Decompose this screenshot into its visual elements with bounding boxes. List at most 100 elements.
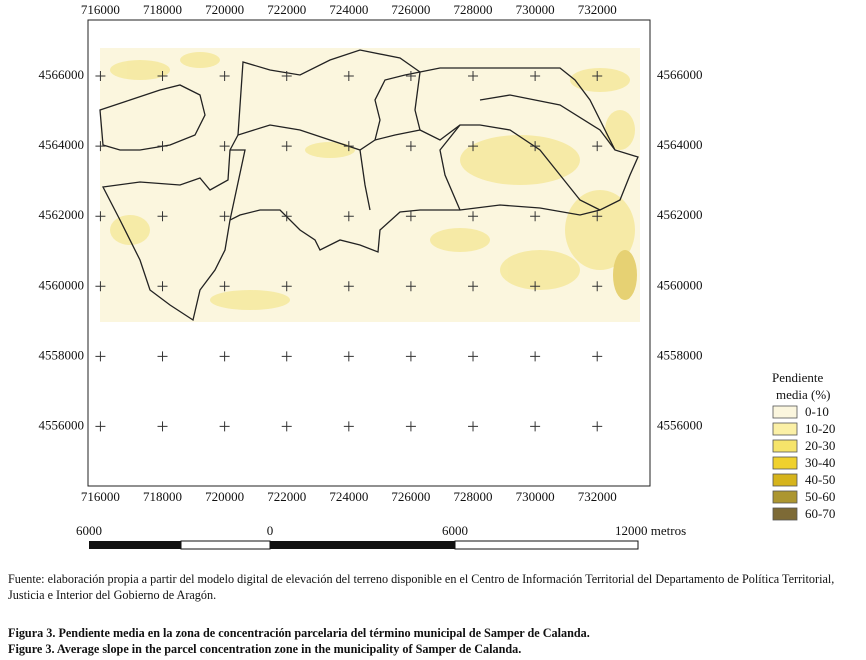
grid-cross <box>468 71 479 82</box>
y-tick-label-left: 4558000 <box>39 347 85 362</box>
grid-cross <box>468 211 479 222</box>
scale-label: 6000 <box>76 523 102 538</box>
grid-cross <box>219 351 230 362</box>
grid-cross <box>343 351 354 362</box>
x-tick-label-top: 724000 <box>329 2 368 17</box>
legend-label: 30-40 <box>805 455 835 470</box>
grid-cross <box>343 421 354 432</box>
y-tick-label-left: 4556000 <box>39 417 85 432</box>
x-tick-label-top: 720000 <box>205 2 244 17</box>
y-tick-label-left: 4564000 <box>39 137 85 152</box>
x-tick-label-bottom: 722000 <box>267 489 306 504</box>
grid-cross <box>281 141 292 152</box>
legend-swatch <box>772 456 798 470</box>
parcel-boundaries <box>99 49 639 322</box>
y-tick-label-right: 4560000 <box>657 277 703 292</box>
x-tick-label-bottom: 732000 <box>578 489 617 504</box>
grid-cross <box>281 351 292 362</box>
grid-cross <box>95 211 106 222</box>
scale-label: 0 <box>267 523 274 538</box>
grid-cross <box>405 351 416 362</box>
grid-cross <box>157 421 168 432</box>
grid-cross <box>157 141 168 152</box>
grid-cross <box>592 281 603 292</box>
grid-cross <box>219 71 230 82</box>
legend-swatch <box>772 439 798 453</box>
grid-cross <box>592 351 603 362</box>
y-tick-label-left: 4562000 <box>39 207 85 222</box>
grid-cross <box>530 421 541 432</box>
grid-cross <box>592 141 603 152</box>
grid-cross <box>405 211 416 222</box>
grid-cross <box>157 281 168 292</box>
legend-label: 10-20 <box>805 421 835 436</box>
x-tick-label-bottom: 716000 <box>81 489 120 504</box>
legend-label: 20-30 <box>805 438 835 453</box>
x-tick-label-top: 726000 <box>391 2 430 17</box>
source-note: Fuente: elaboración propia a partir del … <box>8 572 835 602</box>
grid-cross <box>343 211 354 222</box>
legend-title: Pendiente <box>772 370 823 385</box>
y-tick-label-right: 4566000 <box>657 67 703 82</box>
map-figure: 716000 716000 718000 718000 720000 720000 7220… <box>39 2 835 550</box>
grid-cross <box>592 71 603 82</box>
caption-en: Figure 3. Average slope in the parcel co… <box>8 642 522 656</box>
legend-swatch <box>772 422 798 436</box>
legend-swatch <box>772 405 798 419</box>
x-tick-label-bottom: 730000 <box>516 489 555 504</box>
y-tick-label-right: 4558000 <box>657 347 703 362</box>
grid-cross <box>281 421 292 432</box>
x-tick-label-top: 730000 <box>516 2 555 17</box>
x-tick-label-top: 728000 <box>454 2 493 17</box>
grid-cross <box>530 281 541 292</box>
grid-cross <box>468 281 479 292</box>
x-tick-label-bottom: 724000 <box>329 489 368 504</box>
caption-es: Figura 3. Pendiente media en la zona de … <box>8 626 590 640</box>
x-tick-label-top: 732000 <box>578 2 617 17</box>
grid-cross <box>95 351 106 362</box>
grid-cross <box>95 281 106 292</box>
x-tick-label-top: 718000 <box>143 2 182 17</box>
grid-cross <box>343 71 354 82</box>
scale-label: 12000 metros <box>615 523 686 538</box>
grid-cross <box>592 211 603 222</box>
y-tick-label-right: 4562000 <box>657 207 703 222</box>
grid-cross <box>530 141 541 152</box>
grid-cross <box>530 351 541 362</box>
grid-cross <box>468 141 479 152</box>
legend-label: 40-50 <box>805 472 835 487</box>
grid-cross <box>95 141 106 152</box>
grid-cross <box>157 71 168 82</box>
x-tick-label-bottom: 726000 <box>391 489 430 504</box>
grid-cross <box>157 351 168 362</box>
legend-label: 60-70 <box>805 506 835 521</box>
y-tick-label-right: 4564000 <box>657 137 703 152</box>
grid-cross <box>95 71 106 82</box>
grid-cross <box>281 71 292 82</box>
legend-swatch <box>772 507 798 521</box>
legend-label: 0-10 <box>805 404 829 419</box>
grid-cross <box>343 141 354 152</box>
y-tick-label-left: 4560000 <box>39 277 85 292</box>
grid-cross <box>405 71 416 82</box>
y-tick-label-left: 4566000 <box>39 67 85 82</box>
legend-label: 50-60 <box>805 489 835 504</box>
grid-cross <box>468 351 479 362</box>
grid-cross <box>592 421 603 432</box>
grid-cross <box>405 421 416 432</box>
x-tick-label-bottom: 720000 <box>205 489 244 504</box>
grid-cross <box>219 421 230 432</box>
x-tick-label-bottom: 718000 <box>143 489 182 504</box>
scale-label: 6000 <box>442 523 468 538</box>
grid-cross <box>468 421 479 432</box>
grid-cross <box>157 211 168 222</box>
legend-swatch <box>772 490 798 504</box>
grid-cross <box>219 141 230 152</box>
legend-title: media (%) <box>776 387 831 402</box>
grid-cross <box>405 141 416 152</box>
y-tick-label-right: 4556000 <box>657 417 703 432</box>
grid-cross <box>281 281 292 292</box>
legend-swatch <box>772 473 798 487</box>
grid-cross <box>281 211 292 222</box>
